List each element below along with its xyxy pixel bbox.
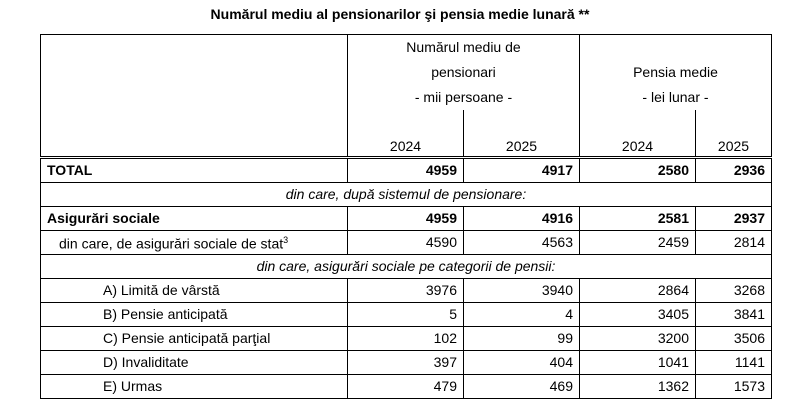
value-cell: 4563: [463, 230, 580, 255]
value-cell: 2459: [579, 230, 696, 255]
table-title: Numărul mediu al pensionarilor şi pensia…: [210, 6, 590, 22]
corner-cell: [40, 110, 348, 159]
row-label: B) Pensie anticipată: [103, 306, 228, 322]
row-label-cell: B) Pensie anticipată: [40, 302, 348, 327]
row-label-cell: TOTAL: [40, 157, 348, 183]
row-label: TOTAL: [47, 162, 93, 178]
row-label-cell: Asigurări sociale: [40, 206, 348, 231]
value-cell: 1141: [695, 350, 772, 375]
value-cell: 404: [463, 350, 580, 375]
table-row: din care, asigurări sociale pe categorii…: [40, 254, 772, 279]
value-cell: 1573: [695, 374, 772, 399]
row-label: D) Invaliditate: [103, 354, 189, 370]
value-cell: 4959: [347, 157, 464, 183]
value-cell: 2937: [695, 206, 772, 231]
value-cell: 2864: [579, 278, 696, 303]
row-label-cell: din care, de asigurări sociale de stat3: [40, 230, 348, 255]
row-label: din care, de asigurări sociale de stat: [59, 235, 284, 252]
row-label: A) Limită de vârstă: [103, 282, 220, 298]
value-cell: 4917: [463, 157, 580, 183]
row-label: C) Pensie anticipată parţial: [103, 330, 271, 346]
value-cell: 4959: [347, 206, 464, 231]
table-row: B) Pensie anticipată 5 4 3405 3841: [40, 302, 772, 327]
group-label: Numărul mediu de pensionari: [406, 39, 521, 80]
data-table: Numărul mediu de pensionari - mii persoa…: [40, 34, 772, 399]
section-heading: din care, după sistemul de pensionare:: [40, 182, 772, 207]
value-cell: 479: [347, 374, 464, 399]
table-row: TOTAL 4959 4917 2580 2936: [40, 157, 772, 183]
value-cell: 4916: [463, 206, 580, 231]
table-row: Asigurări sociale 4959 4916 2581 2937: [40, 206, 772, 231]
year-header: 2024: [579, 110, 696, 159]
table-row: E) Urmas 479 469 1362 1573: [40, 374, 772, 399]
footnote-ref: 3: [283, 235, 289, 246]
value-cell: 2581: [579, 206, 696, 231]
row-label-cell: C) Pensie anticipată parţial: [40, 326, 348, 351]
value-cell: 5: [347, 302, 464, 327]
value-cell: 2814: [695, 230, 772, 255]
row-label-cell: D) Invaliditate: [40, 350, 348, 375]
group-header: Pensia medie - lei lunar -: [579, 34, 772, 110]
year-header: 2024: [347, 110, 464, 159]
value-cell: 3200: [579, 326, 696, 351]
value-cell: 3506: [695, 326, 772, 351]
value-cell: 2936: [695, 157, 772, 183]
row-label-cell: E) Urmas: [40, 374, 348, 399]
table-row: C) Pensie anticipată parţial 102 99 3200 350…: [40, 326, 772, 351]
value-cell: 102: [347, 326, 464, 351]
table-row: din care, de asigurări sociale de stat3 4…: [40, 230, 772, 255]
value-cell: 1041: [579, 350, 696, 375]
row-label: E) Urmas: [103, 378, 163, 394]
value-cell: 3405: [579, 302, 696, 327]
value-cell: 397: [347, 350, 464, 375]
value-cell: 3268: [695, 278, 772, 303]
section-heading: din care, asigurări sociale pe categorii…: [40, 254, 772, 279]
value-cell: 3841: [695, 302, 772, 327]
year-header: 2025: [463, 110, 580, 159]
table-row: D) Invaliditate 397 404 1041 1141: [40, 350, 772, 375]
value-cell: 3940: [463, 278, 580, 303]
corner-cell: [40, 34, 348, 110]
value-cell: 99: [463, 326, 580, 351]
value-cell: 4: [463, 302, 580, 327]
group-unit: - mii persoane -: [414, 89, 513, 105]
row-label: Asigurări sociale: [47, 210, 160, 226]
group-unit: - lei lunar -: [642, 89, 709, 105]
year-header: 2025: [695, 110, 772, 159]
value-cell: 4590: [347, 230, 464, 255]
group-header: Numărul mediu de pensionari - mii persoa…: [347, 34, 580, 110]
table-row: A) Limită de vârstă 3976 3940 2864 3268: [40, 278, 772, 303]
value-cell: 3976: [347, 278, 464, 303]
group-label: Pensia medie: [633, 64, 718, 80]
table-row: din care, după sistemul de pensionare:: [40, 182, 772, 207]
value-cell: 1362: [579, 374, 696, 399]
value-cell: 469: [463, 374, 580, 399]
value-cell: 2580: [579, 157, 696, 183]
row-label-cell: A) Limită de vârstă: [40, 278, 348, 303]
